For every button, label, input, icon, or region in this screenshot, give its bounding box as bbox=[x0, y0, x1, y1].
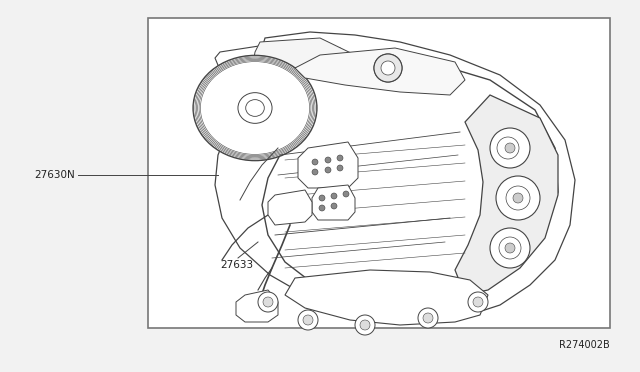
Text: 27630N: 27630N bbox=[35, 170, 75, 180]
Circle shape bbox=[337, 165, 343, 171]
Polygon shape bbox=[236, 290, 278, 322]
Circle shape bbox=[499, 237, 521, 259]
Circle shape bbox=[490, 228, 530, 268]
Circle shape bbox=[513, 193, 523, 203]
Ellipse shape bbox=[238, 93, 272, 124]
Text: R274002B: R274002B bbox=[559, 340, 610, 350]
Ellipse shape bbox=[193, 55, 317, 161]
Polygon shape bbox=[215, 32, 575, 322]
Circle shape bbox=[490, 128, 530, 168]
Circle shape bbox=[506, 186, 530, 210]
Circle shape bbox=[423, 313, 433, 323]
Polygon shape bbox=[298, 142, 358, 188]
Circle shape bbox=[325, 167, 331, 173]
Circle shape bbox=[303, 315, 313, 325]
Circle shape bbox=[505, 143, 515, 153]
Polygon shape bbox=[455, 95, 558, 295]
Polygon shape bbox=[262, 55, 558, 308]
Circle shape bbox=[312, 159, 318, 165]
Circle shape bbox=[468, 292, 488, 312]
Circle shape bbox=[343, 191, 349, 197]
Circle shape bbox=[381, 61, 395, 75]
Circle shape bbox=[312, 169, 318, 175]
Polygon shape bbox=[285, 270, 488, 325]
Circle shape bbox=[298, 310, 318, 330]
Circle shape bbox=[374, 54, 402, 82]
Circle shape bbox=[319, 205, 325, 211]
Text: 27633: 27633 bbox=[220, 260, 253, 270]
Polygon shape bbox=[252, 38, 360, 108]
Circle shape bbox=[360, 320, 370, 330]
Circle shape bbox=[325, 157, 331, 163]
Bar bbox=[148, 18, 610, 328]
Circle shape bbox=[319, 195, 325, 201]
Circle shape bbox=[473, 297, 483, 307]
Polygon shape bbox=[268, 190, 312, 225]
Circle shape bbox=[496, 176, 540, 220]
Polygon shape bbox=[295, 48, 465, 95]
Circle shape bbox=[337, 155, 343, 161]
Circle shape bbox=[380, 60, 396, 76]
Circle shape bbox=[263, 297, 273, 307]
Circle shape bbox=[331, 203, 337, 209]
Polygon shape bbox=[215, 42, 355, 98]
Polygon shape bbox=[312, 185, 355, 220]
Ellipse shape bbox=[246, 100, 264, 116]
Circle shape bbox=[497, 137, 519, 159]
Circle shape bbox=[505, 243, 515, 253]
Circle shape bbox=[355, 315, 375, 335]
Circle shape bbox=[374, 54, 402, 82]
Circle shape bbox=[331, 193, 337, 199]
Circle shape bbox=[418, 308, 438, 328]
Circle shape bbox=[258, 292, 278, 312]
